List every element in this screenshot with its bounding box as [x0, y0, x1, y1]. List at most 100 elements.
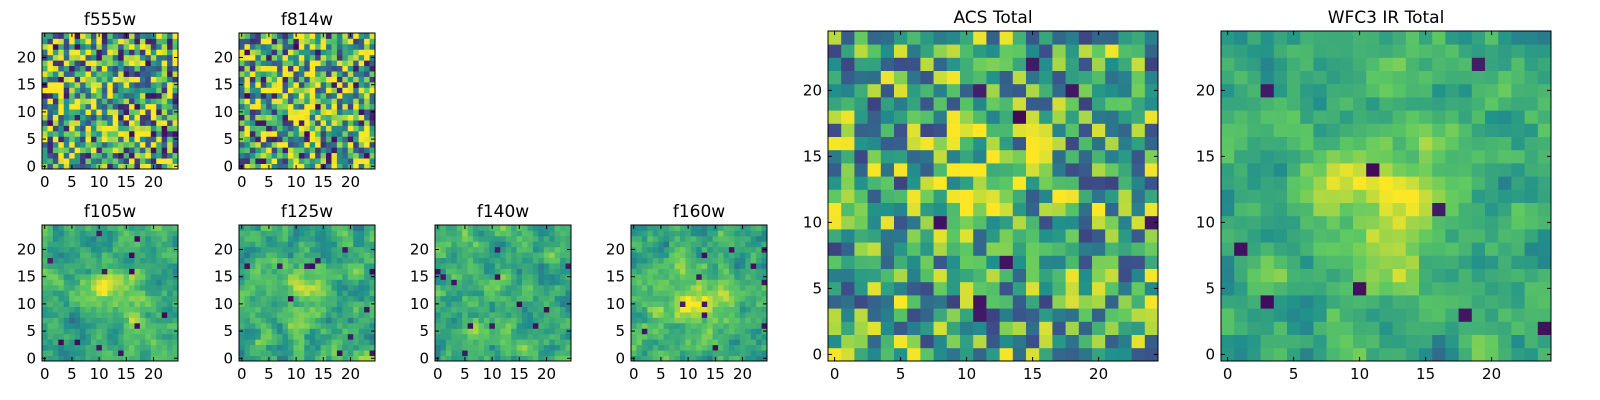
heatmap-cell — [255, 263, 262, 269]
heatmap-cell — [522, 306, 528, 313]
heatmap-cell — [946, 83, 961, 98]
heatmap-cell — [156, 317, 163, 324]
heatmap-cell — [739, 312, 746, 318]
heatmap-cell — [894, 163, 908, 177]
heatmap-cell — [854, 57, 868, 71]
heatmap-cell — [538, 295, 545, 302]
heatmap-cell — [85, 290, 92, 297]
heatmap-cell — [326, 333, 332, 340]
heatmap-cell — [304, 98, 311, 105]
heatmap-cell — [293, 98, 300, 105]
heatmap-cell — [739, 350, 746, 356]
heatmap-cell — [1026, 149, 1040, 164]
heatmap-cell — [304, 306, 311, 313]
heatmap-cell — [353, 81, 360, 88]
heatmap-cell — [96, 290, 103, 297]
heatmap-cell — [118, 279, 124, 286]
heatmap-cell — [369, 141, 376, 148]
heatmap-cell — [516, 344, 523, 351]
heatmap-cell — [1313, 163, 1327, 177]
heatmap-cell — [287, 147, 294, 154]
heatmap-cell — [150, 87, 157, 94]
heatmap-cell — [271, 301, 278, 307]
heatmap-cell — [756, 257, 762, 264]
heatmap-cell — [145, 152, 152, 159]
heatmap-cell — [167, 339, 173, 346]
heatmap-cell — [107, 339, 114, 346]
heatmap-cell — [260, 235, 267, 242]
heatmap-cell — [679, 235, 686, 242]
heatmap-cell — [150, 136, 157, 143]
heatmap-cell — [347, 136, 354, 143]
heatmap-cell — [326, 33, 332, 39]
heatmap-cell — [473, 301, 479, 307]
heatmap-cell — [1392, 189, 1407, 203]
heatmap-cell — [1144, 229, 1159, 243]
heatmap-cell — [1287, 149, 1301, 164]
heatmap-cell — [880, 347, 895, 362]
heatmap-cell — [358, 355, 365, 362]
heatmap-cell — [112, 114, 119, 121]
heatmap-cell — [933, 268, 948, 283]
heatmap-cell — [118, 141, 124, 148]
heatmap-cell — [1511, 255, 1525, 269]
heatmap-cell — [973, 136, 987, 151]
y-tick-label: 15 — [410, 268, 429, 286]
heatmap-cell — [129, 230, 135, 237]
heatmap-cell — [946, 308, 961, 322]
heatmap-cell — [560, 263, 566, 269]
heatmap-cell — [326, 257, 332, 264]
heatmap-cell — [1092, 334, 1106, 349]
heatmap-cell — [298, 263, 305, 269]
heatmap-cell — [353, 158, 360, 164]
heatmap-cell — [445, 355, 452, 362]
heatmap-cell — [139, 109, 146, 115]
heatmap-cell — [80, 163, 86, 170]
heatmap-cell — [478, 273, 485, 280]
heatmap-cell — [1458, 268, 1473, 283]
heatmap-cell — [331, 141, 338, 148]
heatmap-cell — [1485, 281, 1499, 296]
heatmap-cell — [52, 76, 59, 83]
heatmap-cell — [1379, 308, 1393, 322]
heatmap-cell — [679, 295, 686, 302]
heatmap-cell — [999, 202, 1014, 217]
heatmap-cell — [494, 339, 501, 346]
heatmap-cell — [271, 290, 278, 297]
heatmap-cell — [920, 229, 934, 243]
x-tick-label: 15 — [314, 365, 333, 383]
heatmap-cell — [315, 312, 321, 318]
heatmap-cell — [304, 33, 311, 39]
heatmap-cell — [90, 355, 97, 362]
heatmap-cell — [277, 103, 283, 110]
heatmap-cell — [723, 301, 730, 307]
heatmap-cell — [255, 273, 262, 280]
heatmap-cell — [161, 120, 168, 126]
heatmap-cell — [1524, 295, 1539, 309]
heatmap-cell — [134, 60, 141, 67]
heatmap-cell — [854, 163, 868, 177]
heatmap-cell — [669, 350, 675, 356]
heatmap-cell — [652, 322, 659, 329]
heatmap-cell — [500, 263, 507, 269]
heatmap-cell — [42, 312, 48, 318]
y-tick-label: 10 — [803, 213, 822, 231]
heatmap-cell — [1300, 334, 1314, 349]
heatmap-cell — [489, 279, 496, 286]
heatmap-cell — [756, 301, 762, 307]
heatmap-cell — [336, 333, 343, 340]
heatmap-cell — [129, 125, 135, 132]
heatmap-cell — [150, 125, 157, 132]
heatmap-cell — [123, 306, 130, 313]
heatmap-cell — [685, 230, 692, 237]
heatmap-cell — [320, 114, 327, 121]
heatmap-cell — [271, 109, 278, 115]
heatmap-cell — [96, 49, 103, 56]
heatmap-cell — [756, 252, 762, 259]
heatmap-cell — [156, 350, 163, 356]
heatmap-cell — [358, 38, 365, 45]
heatmap-cell — [1052, 189, 1066, 203]
heatmap-cell — [244, 290, 251, 297]
heatmap-cell — [353, 333, 360, 340]
heatmap-cell — [445, 252, 452, 259]
